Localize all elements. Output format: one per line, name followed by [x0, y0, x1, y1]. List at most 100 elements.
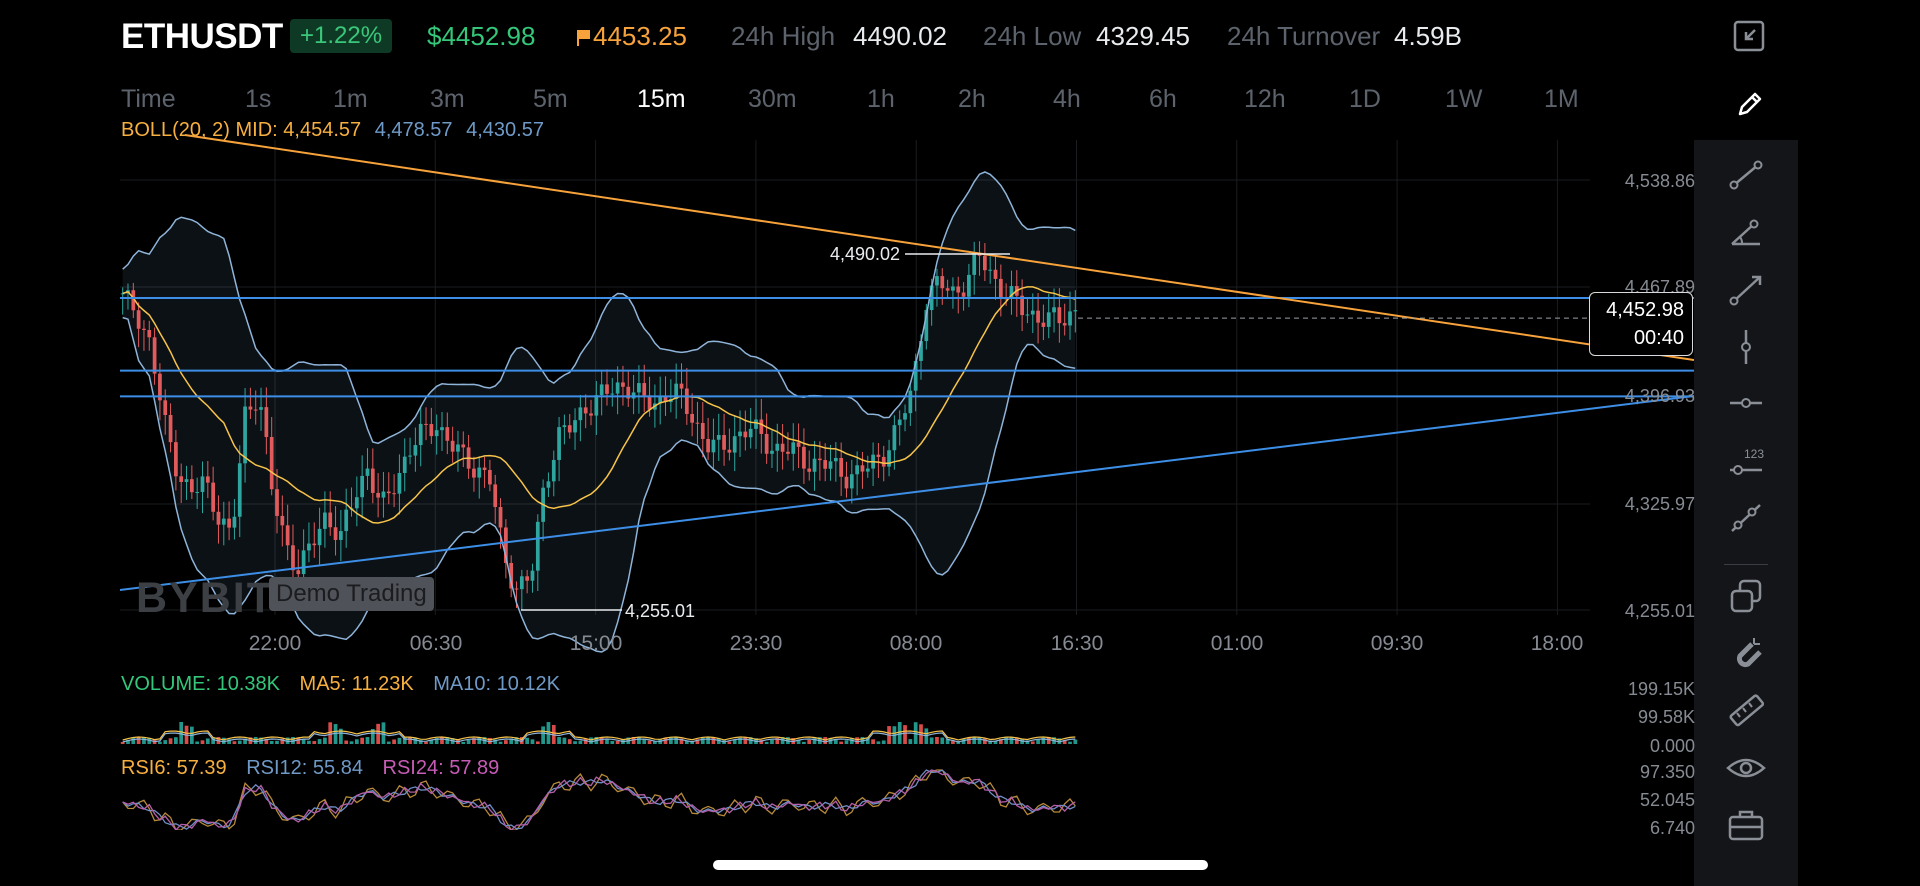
timeframe-tab-2h[interactable]: 2h — [958, 85, 986, 113]
candlestick-chart[interactable] — [0, 0, 1694, 830]
vertical-line-icon[interactable] — [1724, 326, 1768, 366]
volume-bar — [317, 739, 322, 744]
volume-bar — [205, 738, 210, 744]
volume-bar — [764, 741, 769, 744]
layers-icon[interactable] — [1724, 577, 1768, 617]
volume-bar — [541, 726, 545, 744]
candle-body — [626, 386, 631, 399]
candle-body — [993, 269, 998, 279]
line-segment-icon[interactable] — [1724, 155, 1768, 195]
volume-bar — [615, 740, 620, 744]
volume-bar — [179, 722, 184, 744]
timeframe-tab-4h[interactable]: 4h — [1053, 85, 1081, 113]
volume-ma10-line — [122, 732, 1076, 743]
volume-bar — [328, 722, 333, 744]
candle-body — [573, 420, 577, 433]
candle-body — [935, 276, 939, 286]
candle-body — [567, 425, 572, 433]
candle-body — [578, 407, 583, 421]
boll-legend[interactable]: BOLL(20, 2) MID: 4,454.57 4,478.57 4,430… — [121, 119, 558, 142]
candle-body — [328, 512, 333, 528]
timeframe-tab-12h[interactable]: 12h — [1244, 85, 1286, 113]
timeframe-tab-1w[interactable]: 1W — [1445, 85, 1483, 113]
magnet-icon[interactable] — [1724, 634, 1768, 674]
volume-tick-label: 99.58K — [1637, 707, 1695, 727]
price-label-icon[interactable]: 123 — [1724, 440, 1768, 480]
candle-body — [876, 454, 881, 457]
candle-body — [982, 255, 987, 271]
timeframe-tab-30m[interactable]: 30m — [748, 85, 797, 113]
candle-body — [897, 419, 902, 426]
volume-bar — [1041, 737, 1046, 744]
candle-body — [477, 467, 482, 478]
timeframe-tab-1m[interactable]: 1M — [1544, 85, 1579, 113]
timeframe-tab-6h[interactable]: 6h — [1149, 85, 1177, 113]
candle-body — [440, 427, 444, 431]
volume-tick-label: 0.000 — [1649, 736, 1695, 756]
rsi-legend[interactable]: RSI6: 57.39 RSI12: 55.84 RSI24: 57.89 — [121, 757, 513, 780]
volume-bar — [876, 741, 881, 744]
trend-line-icon[interactable] — [1724, 497, 1768, 537]
pencil-icon[interactable] — [1734, 88, 1766, 120]
volume-bar — [679, 738, 684, 744]
volume-bar — [951, 740, 955, 744]
candle-body — [642, 383, 647, 396]
low-label: 24h Low — [983, 21, 1082, 51]
volume-bar — [498, 741, 503, 744]
candle-body — [1057, 307, 1062, 324]
symbol-title[interactable]: ETHUSDT — [121, 17, 283, 56]
volume-bar — [706, 737, 710, 744]
volume-legend[interactable]: VOLUME: 10.38K MA5: 11.23K MA10: 10.12K — [121, 673, 574, 696]
timeframe-tab-3m[interactable]: 3m — [430, 85, 465, 113]
time-tick-label: 23:30 — [729, 632, 783, 655]
ruler-icon[interactable] — [1724, 691, 1768, 731]
timeframe-tab-1h[interactable]: 1h — [867, 85, 895, 113]
volume-bar — [663, 737, 668, 744]
price-tick-label: 4,538.86 — [1624, 171, 1695, 191]
timeframe-tab-1m[interactable]: 1m — [333, 85, 368, 113]
volume-bar — [200, 740, 205, 744]
time-tick-label: 15:00 — [569, 632, 623, 655]
timeframe-tab-time[interactable]: Time — [121, 85, 176, 113]
volume-tick-label: 199.15K — [1627, 679, 1695, 699]
time-tick-label: 22:00 — [248, 632, 302, 655]
candle-body — [519, 576, 524, 590]
candle-body — [498, 507, 503, 528]
volume-bar — [567, 739, 572, 744]
candle-body — [333, 527, 338, 540]
timeframe-tab-1s[interactable]: 1s — [245, 85, 272, 113]
candle-body — [892, 425, 897, 451]
volume-bar — [935, 737, 939, 744]
candle-body — [408, 455, 412, 457]
candle-body — [802, 446, 806, 469]
volume-bar — [871, 739, 875, 744]
candle-body — [1073, 310, 1078, 312]
angle-line-icon[interactable] — [1724, 212, 1768, 252]
candle-body — [865, 468, 870, 472]
volume-bar — [1062, 740, 1067, 744]
eye-icon[interactable] — [1724, 748, 1768, 788]
collapse-chart-icon[interactable] — [1733, 20, 1765, 52]
volume-bar — [530, 739, 535, 744]
candle-body — [418, 423, 423, 446]
ray-icon[interactable] — [1724, 269, 1768, 309]
candle-body — [770, 450, 774, 454]
candle-body — [152, 337, 157, 374]
toolbox-icon[interactable] — [1724, 805, 1768, 845]
volume-bar — [759, 739, 764, 744]
candle-body — [307, 543, 311, 551]
timeframe-tab-15m[interactable]: 15m — [637, 85, 686, 113]
timeframe-tab-5m[interactable]: 5m — [533, 85, 568, 113]
candle-body — [503, 527, 508, 563]
candle-body — [179, 476, 184, 482]
volume-bar — [610, 740, 615, 744]
volume-bar — [386, 741, 391, 744]
candle-body — [456, 444, 460, 452]
candle-body — [445, 427, 450, 441]
volume-bar — [440, 737, 444, 744]
candle-body — [323, 512, 327, 529]
timeframe-tab-1d[interactable]: 1D — [1349, 85, 1381, 113]
horizontal-line-icon[interactable] — [1724, 383, 1768, 423]
drawing-tools-panel: 123 — [1694, 140, 1798, 886]
volume-bar — [1004, 737, 1009, 744]
